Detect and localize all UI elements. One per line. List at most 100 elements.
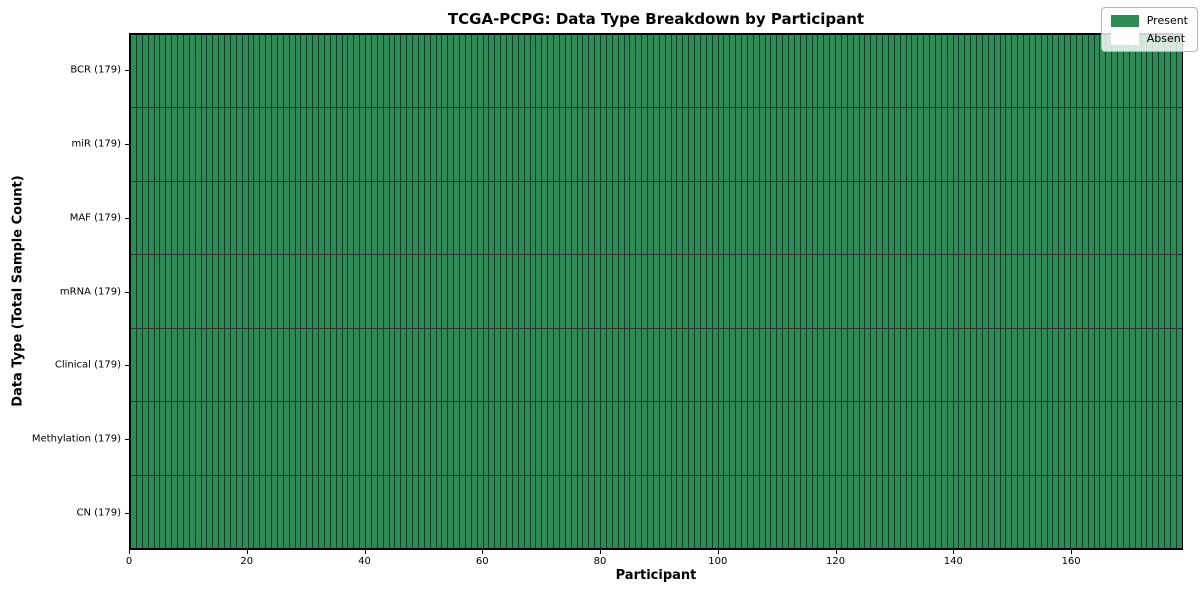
heatmap-cell — [230, 328, 237, 402]
heatmap-cell — [818, 108, 825, 181]
heatmap-cell — [536, 108, 543, 181]
heatmap-cell — [236, 181, 243, 255]
heatmap-cell — [183, 108, 190, 181]
heatmap-cell — [424, 402, 431, 475]
heatmap-cell — [930, 328, 936, 402]
heatmap-cell — [1041, 108, 1048, 181]
heatmap-cell — [977, 108, 983, 181]
heatmap-cell — [977, 181, 983, 255]
heatmap-cell — [906, 255, 913, 328]
heatmap-cell — [771, 328, 778, 402]
heatmap-cell — [742, 35, 748, 108]
heatmap-cell — [248, 181, 255, 255]
heatmap-cell — [360, 35, 366, 108]
heatmap-cell — [142, 35, 149, 108]
heatmap-cell — [753, 35, 760, 108]
heatmap-cell — [395, 328, 402, 402]
heatmap-cell — [230, 181, 237, 255]
heatmap-cell — [977, 328, 983, 402]
heatmap-cell — [1024, 328, 1030, 402]
heatmap-cell — [413, 475, 419, 548]
heatmap-cell — [1153, 475, 1160, 548]
heatmap-cell — [524, 328, 531, 402]
heatmap-cell — [371, 402, 378, 475]
heatmap-cell — [1006, 475, 1013, 548]
heatmap-cell — [824, 35, 831, 108]
heatmap-cell — [313, 475, 319, 548]
heatmap-cell — [1059, 475, 1066, 548]
heatmap-cell — [865, 328, 872, 402]
heatmap-cell — [483, 402, 490, 475]
heatmap-cell — [789, 475, 795, 548]
heatmap-cell — [771, 181, 778, 255]
heatmap-cell — [495, 181, 502, 255]
heatmap-cell — [542, 181, 549, 255]
heatmap-cell — [718, 108, 725, 181]
heatmap-cell — [366, 108, 372, 181]
heatmap-cell — [518, 108, 525, 181]
heatmap-cell — [1076, 402, 1083, 475]
heatmap-cell — [601, 108, 607, 181]
heatmap-cell — [418, 402, 425, 475]
heatmap-cell — [301, 181, 308, 255]
heatmap-cell — [1129, 475, 1136, 548]
heatmap-cell — [1106, 328, 1113, 402]
legend-label-present: Present — [1146, 14, 1188, 27]
heatmap-cell — [1024, 255, 1030, 328]
heatmap-cell — [389, 255, 396, 328]
heatmap-cell — [759, 255, 766, 328]
heatmap-cell — [965, 181, 972, 255]
heatmap-cell — [430, 255, 437, 328]
heatmap-cell — [207, 328, 214, 402]
heatmap-cell — [859, 475, 866, 548]
heatmap-cell — [401, 475, 408, 548]
heatmap-cell — [348, 328, 355, 402]
heatmap-cell — [630, 255, 637, 328]
heatmap-cell — [389, 402, 396, 475]
heatmap-cell — [812, 328, 819, 402]
heatmap-cell — [313, 255, 319, 328]
heatmap-cell — [830, 108, 836, 181]
heatmap-cell — [1053, 475, 1060, 548]
heatmap-cell — [900, 181, 907, 255]
heatmap-cell — [601, 35, 607, 108]
heatmap-cell — [371, 35, 378, 108]
heatmap-cell — [242, 402, 249, 475]
heatmap-cell — [1041, 475, 1048, 548]
heatmap-cell — [859, 402, 866, 475]
heatmap-cell — [1165, 328, 1171, 402]
heatmap-cell — [1118, 255, 1124, 328]
x-tick-label: 120 — [826, 556, 846, 567]
heatmap-cell — [730, 402, 737, 475]
heatmap-cell — [1112, 181, 1118, 255]
heatmap-cell — [559, 328, 566, 402]
heatmap-cell — [706, 255, 713, 328]
heatmap-cell — [483, 35, 490, 108]
heatmap-cell — [260, 402, 267, 475]
heatmap-cell — [765, 255, 772, 328]
heatmap-cell — [348, 475, 355, 548]
heatmap-cell — [401, 35, 408, 108]
heatmap-cell — [266, 181, 272, 255]
heatmap-cell — [272, 255, 278, 328]
heatmap-cell — [418, 475, 425, 548]
heatmap-cell — [454, 181, 460, 255]
heatmap-cell — [366, 181, 372, 255]
heatmap-cell — [800, 255, 807, 328]
heatmap-cell — [689, 108, 695, 181]
heatmap-cell — [824, 402, 831, 475]
heatmap-cell — [759, 402, 766, 475]
heatmap-cell — [477, 402, 484, 475]
heatmap-cell — [683, 402, 690, 475]
heatmap-cell — [136, 328, 143, 402]
heatmap-cell — [324, 181, 331, 255]
heatmap-cell — [577, 475, 584, 548]
heatmap-cell — [689, 181, 695, 255]
heatmap-cell — [742, 402, 748, 475]
heatmap-cell — [1071, 475, 1077, 548]
heatmap-cell — [935, 328, 942, 402]
heatmap-cell — [172, 475, 178, 548]
heatmap-cell — [1065, 181, 1071, 255]
heatmap-cell — [941, 475, 948, 548]
heatmap-cell — [330, 108, 337, 181]
